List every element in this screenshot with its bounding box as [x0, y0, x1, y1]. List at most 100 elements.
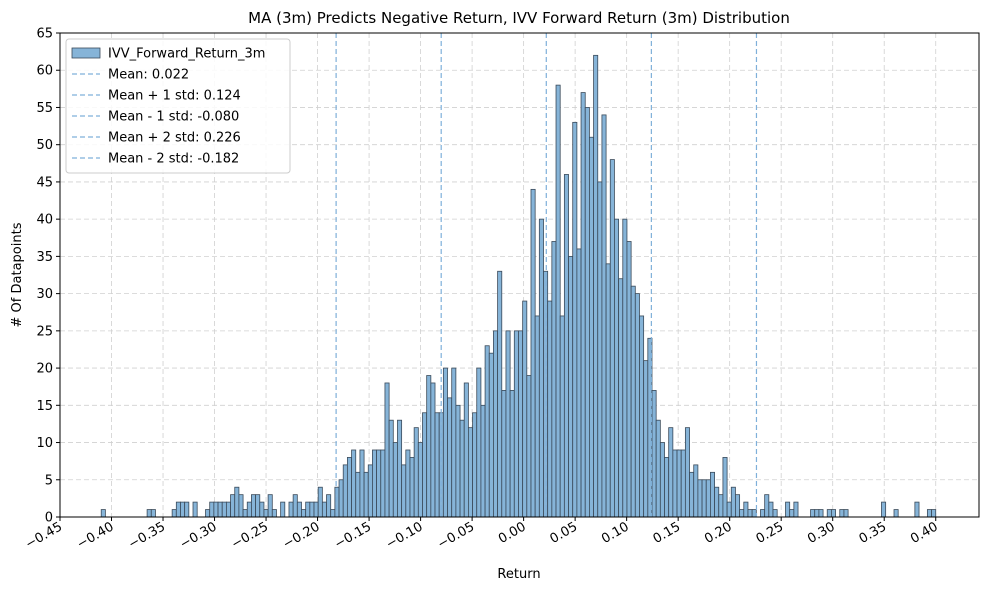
- bar: [626, 241, 632, 518]
- bar: [417, 442, 423, 518]
- legend: IVV_Forward_Return_3m Mean: 0.022 Mean + 1…: [65, 38, 291, 174]
- y-tick-label: 30: [36, 287, 53, 302]
- bar: [397, 419, 403, 518]
- bar: [146, 509, 152, 518]
- bar: [346, 457, 352, 518]
- bar: [472, 412, 478, 518]
- bar: [230, 494, 236, 518]
- bar: [342, 464, 348, 518]
- bar: [409, 457, 415, 518]
- legend-label: IVV_Forward_Return_3m: [108, 47, 265, 62]
- bar: [751, 509, 757, 518]
- bar: [401, 464, 407, 518]
- bar: [388, 419, 394, 518]
- bar: [259, 501, 265, 518]
- bar: [881, 501, 887, 518]
- bar: [576, 248, 582, 518]
- bar: [422, 412, 428, 518]
- bar: [693, 464, 699, 518]
- bar: [213, 501, 219, 518]
- bar: [263, 509, 269, 518]
- bar: [810, 509, 816, 518]
- plot-frame: [59, 32, 980, 518]
- bar: [630, 285, 636, 518]
- bar: [246, 501, 252, 518]
- bar: [447, 397, 453, 518]
- bar: [664, 457, 670, 518]
- bar: [280, 501, 286, 518]
- bar: [434, 412, 440, 518]
- bar: [184, 501, 190, 518]
- bar: [296, 501, 302, 518]
- bar: [843, 509, 849, 518]
- bar: [255, 494, 261, 518]
- bar: [292, 494, 298, 518]
- bar: [367, 464, 373, 518]
- bar: [689, 471, 695, 518]
- bar: [793, 501, 799, 518]
- bar: [413, 427, 419, 518]
- bar: [534, 315, 540, 518]
- bar: [493, 330, 499, 518]
- bar: [538, 218, 544, 518]
- bar: [526, 375, 532, 518]
- bar: [205, 509, 211, 518]
- bar: [559, 315, 565, 518]
- bar: [676, 449, 682, 518]
- bar: [589, 136, 594, 518]
- bar: [271, 509, 277, 518]
- bar: [931, 509, 937, 518]
- bar: [488, 352, 494, 518]
- bar: [321, 501, 327, 518]
- bar: [171, 509, 177, 518]
- bar: [789, 509, 795, 518]
- bar: [522, 300, 528, 518]
- bar: [497, 270, 503, 518]
- bar: [476, 367, 482, 518]
- bar: [359, 449, 365, 518]
- bar: [634, 293, 640, 518]
- bar: [672, 449, 678, 518]
- y-tick-label: 60: [36, 64, 53, 79]
- bar: [530, 188, 536, 518]
- bar: [714, 486, 720, 518]
- bar: [363, 471, 369, 518]
- y-tick-label: 15: [36, 399, 53, 414]
- bar: [555, 84, 561, 518]
- bar: [175, 501, 181, 518]
- bar: [584, 107, 590, 518]
- bar: [701, 479, 707, 518]
- y-axis-label: # Of Datapoints: [10, 222, 25, 327]
- bar: [622, 218, 628, 518]
- bar: [288, 501, 294, 518]
- bar: [463, 382, 469, 518]
- bar: [326, 494, 332, 518]
- bar: [684, 427, 690, 518]
- x-axis-label: Return: [497, 567, 540, 582]
- bar: [380, 449, 386, 518]
- bar: [192, 501, 198, 518]
- bar: [334, 486, 340, 518]
- bar: [551, 241, 557, 518]
- bar: [480, 404, 486, 518]
- bar: [831, 509, 836, 518]
- bar: [593, 54, 599, 518]
- bar: [543, 270, 549, 518]
- bar: [768, 501, 774, 518]
- legend-label: Mean - 2 std: -0.182: [108, 152, 239, 167]
- bar: [242, 509, 248, 518]
- bar: [317, 486, 323, 518]
- bar: [726, 501, 732, 518]
- bar: [234, 486, 240, 518]
- legend-swatch: [71, 47, 101, 59]
- bar: [225, 501, 231, 518]
- bar: [926, 509, 932, 518]
- bar: [739, 509, 745, 518]
- bar: [735, 494, 741, 518]
- bar: [772, 509, 778, 518]
- bar: [826, 509, 832, 518]
- y-tick-label: 10: [36, 436, 53, 451]
- bar: [597, 181, 603, 518]
- legend-box: [65, 38, 291, 174]
